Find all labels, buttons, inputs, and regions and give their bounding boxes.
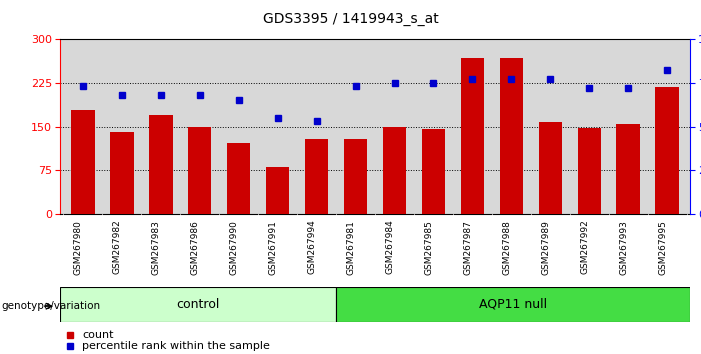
- Text: GSM267991: GSM267991: [268, 220, 278, 275]
- Bar: [383, 127, 406, 214]
- Text: GSM267988: GSM267988: [503, 220, 511, 275]
- Text: GSM267989: GSM267989: [541, 220, 550, 275]
- Bar: [344, 139, 367, 214]
- Text: genotype/variation: genotype/variation: [1, 301, 100, 311]
- Text: GSM267984: GSM267984: [386, 220, 395, 274]
- Bar: [188, 127, 212, 214]
- Text: percentile rank within the sample: percentile rank within the sample: [82, 341, 270, 351]
- Text: GSM267993: GSM267993: [619, 220, 628, 275]
- Text: GSM267983: GSM267983: [152, 220, 161, 275]
- Text: GSM267994: GSM267994: [308, 220, 317, 274]
- Text: GDS3395 / 1419943_s_at: GDS3395 / 1419943_s_at: [263, 12, 438, 27]
- Bar: [336, 287, 690, 322]
- Bar: [461, 58, 484, 214]
- Text: GSM267990: GSM267990: [230, 220, 239, 275]
- Text: GSM267982: GSM267982: [113, 220, 122, 274]
- Text: GSM267995: GSM267995: [658, 220, 667, 275]
- Text: AQP11 null: AQP11 null: [479, 298, 547, 311]
- Bar: [60, 287, 336, 322]
- Bar: [538, 122, 562, 214]
- Bar: [422, 129, 445, 214]
- Bar: [266, 167, 290, 214]
- Text: GSM267992: GSM267992: [580, 220, 590, 274]
- Text: control: control: [176, 298, 219, 311]
- Bar: [500, 58, 523, 214]
- Bar: [149, 115, 172, 214]
- Bar: [578, 128, 601, 214]
- Bar: [616, 124, 640, 214]
- Text: count: count: [82, 330, 114, 339]
- Bar: [72, 110, 95, 214]
- Bar: [305, 139, 328, 214]
- Text: GSM267987: GSM267987: [463, 220, 472, 275]
- Text: GSM267981: GSM267981: [346, 220, 355, 275]
- Bar: [110, 132, 134, 214]
- Bar: [227, 143, 250, 214]
- Bar: [655, 87, 679, 214]
- Text: GSM267985: GSM267985: [424, 220, 433, 275]
- Text: GSM267980: GSM267980: [74, 220, 83, 275]
- Text: GSM267986: GSM267986: [191, 220, 200, 275]
